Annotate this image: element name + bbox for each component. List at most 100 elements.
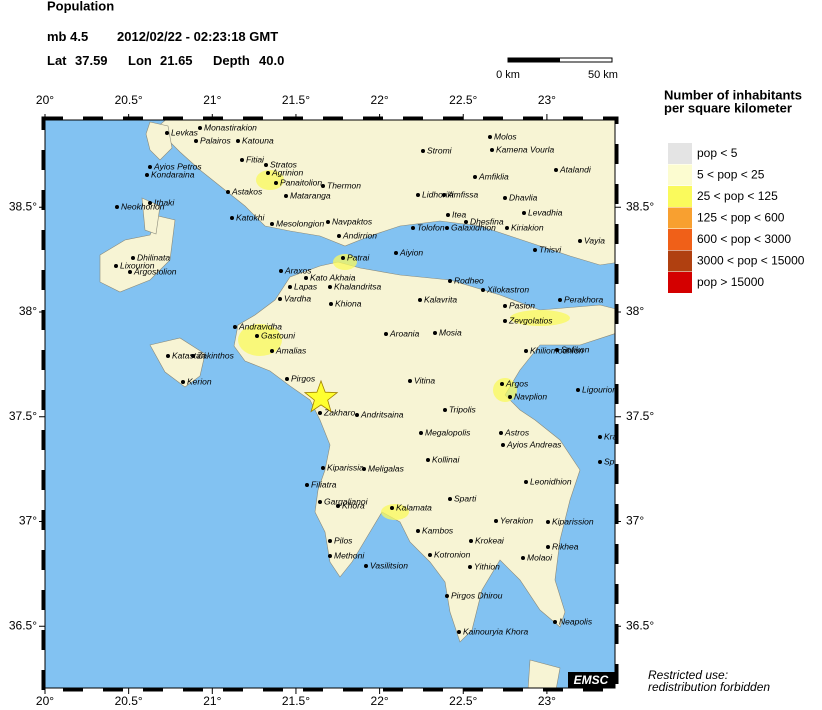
town-dot [114,264,118,268]
town-label: Spetsai [604,456,633,466]
town-dot [284,194,288,198]
town-label: Vayia [584,235,605,245]
datetime: 2012/02/22 - 02:23:18 GMT [117,29,278,44]
mainland [155,120,615,266]
town-dot [457,630,461,634]
lat: 37.59 [75,53,108,68]
depth: 40.0 [259,53,284,68]
legend-label: 600 < pop < 3000 [697,232,791,246]
town-dot [328,539,332,543]
town-dot [524,349,528,353]
town-label: Pirgos Dhirou [451,590,503,600]
lon-label: Lon [128,53,152,68]
town-label: Argostolion [133,266,177,276]
town-label: Kollinai [432,454,461,464]
town-dot [464,220,468,224]
town-label: Andirrion [342,230,377,240]
town-dot [288,285,292,289]
town-label: Zevgolatios [508,315,553,325]
lefkada [145,121,173,161]
lon-label-top: 21° [203,93,221,107]
town-dot [321,184,325,188]
town-dot [503,319,507,323]
town-dot [433,331,437,335]
lon-label-top: 23° [538,93,556,107]
town-dot [421,149,425,153]
town-dot [326,220,330,224]
town-label: Krokeai [475,535,505,545]
town-dot [364,564,368,568]
town-label: Navplion [514,391,547,401]
lat-label-left: 36.5° [9,618,37,632]
town-dot [131,256,135,260]
town-label: Kainouryia Khora [463,626,528,636]
town-dot [445,226,449,230]
notice-2: redistribution forbidden [648,680,770,694]
town-label: Tolofon [417,222,445,232]
lon-label-top: 22° [371,93,389,107]
town-dot [490,148,494,152]
town-label: Neapolis [559,616,593,626]
town-label: Katokhi [236,212,265,222]
town-dot [278,297,282,301]
town-label: Dhesfina [470,216,504,226]
town-label: Agrinion [271,167,303,177]
town-dot [521,556,525,560]
town-label: Kondaraina [151,169,195,179]
scale-end: 50 km [588,69,618,81]
town-dot [533,248,537,252]
town-dot [191,354,195,358]
towns: Levkas Monastirakion Palairos Katouna Ayios … [114,122,633,636]
map-frame-checker [41,116,619,692]
town-dot [419,431,423,435]
town-label: Aroania [389,328,420,338]
town-label: Kalavrita [424,294,457,304]
town-dot [468,565,472,569]
town-dot [226,190,230,194]
town-label: Ayios Andreas [506,439,562,449]
town-label: Khiona [335,298,362,308]
legend-title-1: Number of inhabitants [664,87,802,102]
lat-label-right: 36.5° [626,618,654,632]
town-dot [503,304,507,308]
lon-label-bottom: 20.5° [115,694,143,708]
town-dot [546,520,550,524]
town-label: Sofikon [561,344,590,354]
town-dot [318,500,322,504]
town-label: Kerion [187,376,212,386]
town-label: Thisvi [539,244,562,254]
town-dot [341,256,345,260]
lat-label-left: 37.5° [9,409,37,423]
town-dot [555,348,559,352]
ithaki [141,197,161,235]
town-dot [194,139,198,143]
town-dot [321,466,325,470]
town-dot [473,175,477,179]
town-dot [494,519,498,523]
town-label: Galaxidhion [451,222,496,232]
map-frame [44,119,616,689]
town-dot [446,213,450,217]
town-dot [390,506,394,510]
town-dot [148,201,152,205]
town-label: Vitina [414,375,435,385]
town-dot [442,193,446,197]
ticks: 20° 20° 20.5° 20.5° 21° 21° 21.5° 21.5° 22° 22° 22… [9,93,655,708]
town-dot [115,205,119,209]
town-dot [416,193,420,197]
town-label: Yithion [474,561,500,571]
town-label: Atalandi [559,164,592,174]
town-dot [505,226,509,230]
town-label: Stratos [270,159,298,169]
logo: EMSC [574,673,609,687]
town-dot [445,594,449,598]
town-label: Levkas [171,127,199,137]
town-dot [448,497,452,501]
lat-label-right: 38° [626,304,644,318]
town-dot [304,276,308,280]
town-dot [508,395,512,399]
town-dot [266,171,270,175]
notice-1: Restricted use: [648,668,728,682]
town-dot [428,553,432,557]
legend-swatch [668,143,692,164]
